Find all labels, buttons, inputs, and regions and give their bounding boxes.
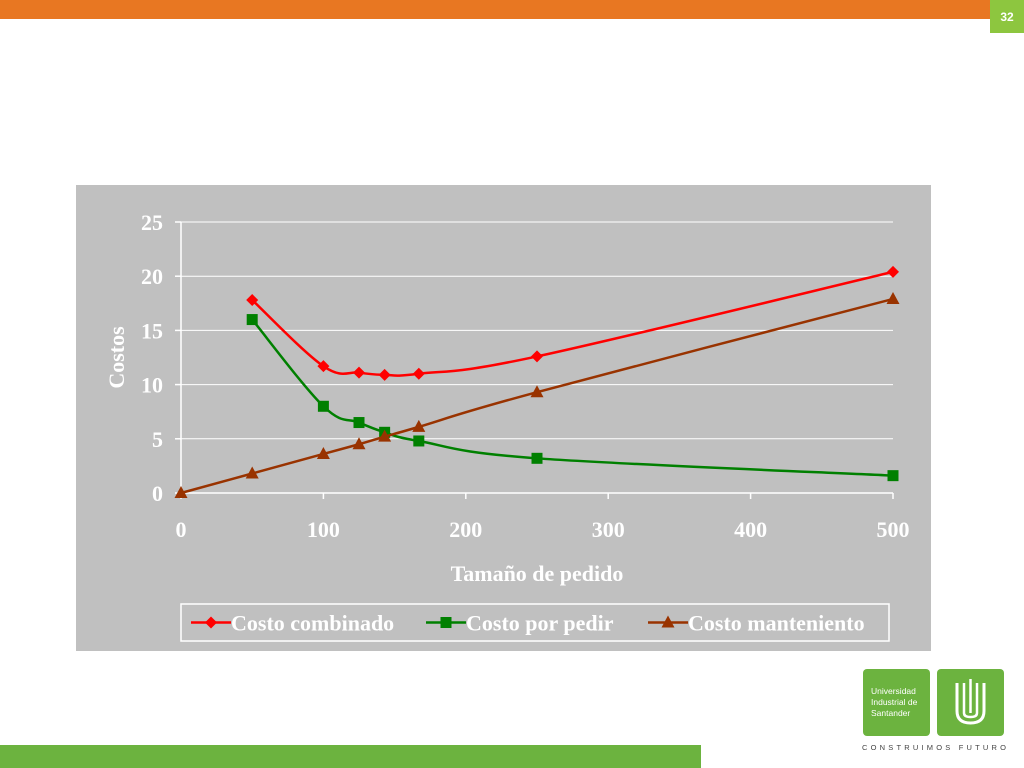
series-line-3 xyxy=(180,297,894,495)
x-tick-label: 500 xyxy=(877,517,910,542)
series-2-point xyxy=(246,314,258,326)
legend-marker-3 xyxy=(661,615,675,628)
page-number: 32 xyxy=(990,0,1024,33)
series-3-point xyxy=(412,419,426,432)
series-1-point xyxy=(412,367,425,380)
y-tick-label: 10 xyxy=(141,373,163,398)
cost-chart: 0 5 10 15 20 25 0 100 200 300 400 500 Tamaño de pedi… xyxy=(104,210,910,642)
legend-marker-2 xyxy=(440,617,452,628)
x-tick-label: 300 xyxy=(592,517,625,542)
uis-emblem-icon xyxy=(937,669,1004,736)
x-tick-label: 0 xyxy=(176,517,187,542)
series-1-point xyxy=(887,265,899,278)
series-1-point xyxy=(531,350,543,363)
series-3-point xyxy=(245,466,259,479)
series-2-point xyxy=(887,470,899,482)
x-tick-label: 400 xyxy=(734,517,767,542)
series-2-point xyxy=(413,435,425,447)
series-line-2 xyxy=(251,318,894,477)
series-3-point xyxy=(378,429,392,442)
x-tick-label: 200 xyxy=(449,517,482,542)
series-3-point xyxy=(352,437,366,450)
y-tick-label: 0 xyxy=(152,481,163,506)
logo-line-1: Universidad xyxy=(871,686,916,696)
series-2-point xyxy=(353,417,365,429)
legend-marker-1 xyxy=(205,616,217,629)
series-3-point xyxy=(174,486,188,498)
legend-label-2: Costo por pedir xyxy=(466,611,614,636)
x-axis-title: Tamaño de pedido xyxy=(451,561,624,586)
tagline: CONSTRUIMOS FUTURO xyxy=(862,743,1010,752)
legend-label-3: Costo manteniento xyxy=(688,611,865,636)
top-accent-bar xyxy=(0,0,990,19)
bottom-accent-bar xyxy=(0,745,701,768)
series-1-point xyxy=(317,360,330,373)
university-logo: Universidad Industrial de Santander xyxy=(863,669,930,736)
y-axis-title: Costos xyxy=(104,326,129,389)
y-tick-label: 5 xyxy=(152,427,163,452)
series-3-point xyxy=(316,446,330,459)
series-1-point xyxy=(378,368,391,381)
series-1-point xyxy=(246,294,259,307)
y-tick-label: 15 xyxy=(141,318,163,343)
series-2-point xyxy=(317,400,329,412)
chart-panel: 0 5 10 15 20 25 0 100 200 300 400 500 Tamaño de pedi… xyxy=(76,185,931,651)
series-1-point xyxy=(353,366,365,379)
legend-box xyxy=(180,603,890,642)
y-tick-label: 20 xyxy=(141,264,163,289)
x-tick-label: 100 xyxy=(307,517,340,542)
logo-line-3: Santander xyxy=(871,708,911,718)
legend-label-1: Costo combinado xyxy=(231,611,394,636)
y-tick-label: 25 xyxy=(141,210,163,235)
series-3-point xyxy=(886,291,900,304)
logo-line-2: Industrial de xyxy=(871,697,918,707)
series-2-point xyxy=(531,452,543,464)
series-3-point xyxy=(530,385,544,398)
